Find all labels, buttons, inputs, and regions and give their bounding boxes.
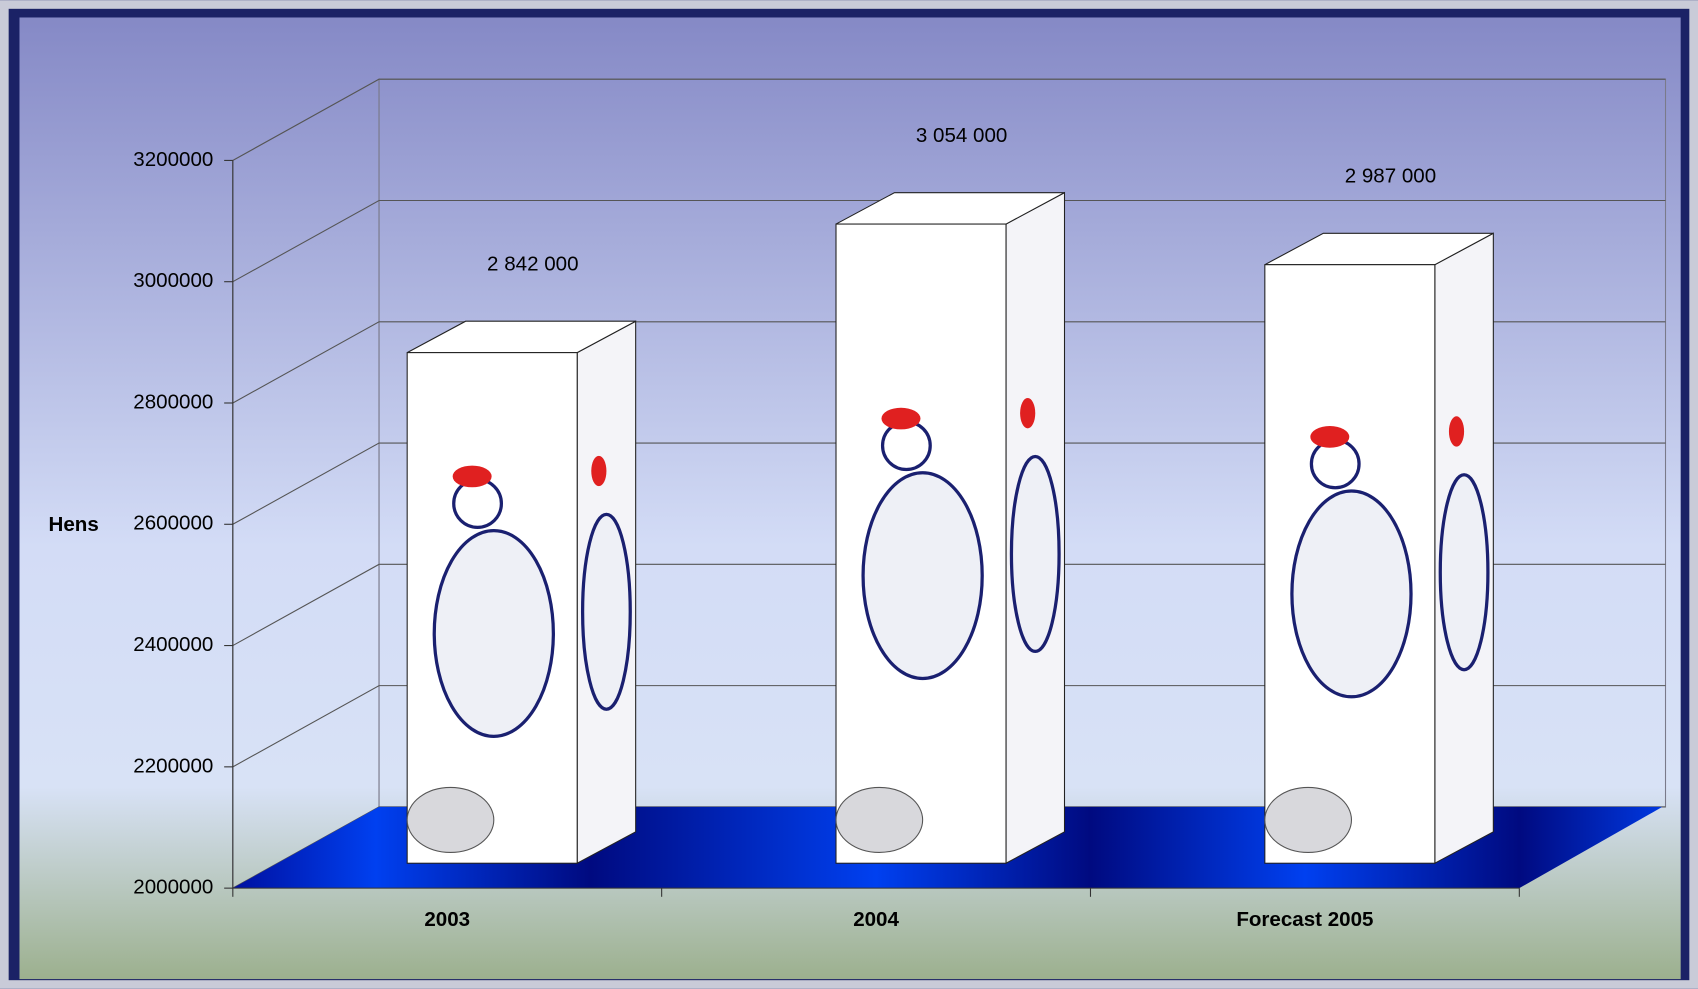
egg	[407, 787, 494, 852]
hen-comb	[881, 408, 920, 430]
y-tick-label: 2200000	[133, 754, 213, 777]
y-axis-title: Hens	[48, 513, 98, 536]
hen-body	[1292, 491, 1411, 697]
value-label: 2 842 000	[487, 252, 578, 275]
hen-body	[434, 531, 553, 737]
x-tick-label: 2004	[853, 908, 899, 931]
chart: Hens 2000000 2200000 2400000 2600000 2800000…	[0, 0, 1698, 989]
hen-body	[863, 473, 982, 679]
hen-side-comb	[591, 456, 606, 486]
hen-side-comb	[1449, 416, 1464, 446]
hen-comb	[1310, 426, 1349, 448]
y-tick-label: 2000000	[133, 876, 213, 899]
hen-side-body	[583, 514, 631, 709]
value-label: 2 987 000	[1345, 164, 1436, 187]
y-tick-label: 3000000	[133, 269, 213, 292]
y-tick-label: 2800000	[133, 390, 213, 413]
hen-comb	[453, 466, 492, 488]
x-tick-label: Forecast 2005	[1236, 908, 1373, 931]
y-tick-label: 3200000	[133, 148, 213, 171]
page: {"chart_data": {"type": "bar3d", "catego…	[0, 0, 1698, 989]
hen-side-comb	[1020, 398, 1035, 428]
y-tick-label: 2600000	[133, 512, 213, 535]
egg	[1265, 787, 1352, 852]
y-tick-label: 2400000	[133, 633, 213, 656]
x-tick-label: 2003	[424, 908, 470, 931]
value-label: 3 054 000	[916, 124, 1007, 147]
egg	[836, 787, 923, 852]
hen-side-body	[1011, 456, 1059, 651]
hen-side-body	[1440, 475, 1488, 670]
